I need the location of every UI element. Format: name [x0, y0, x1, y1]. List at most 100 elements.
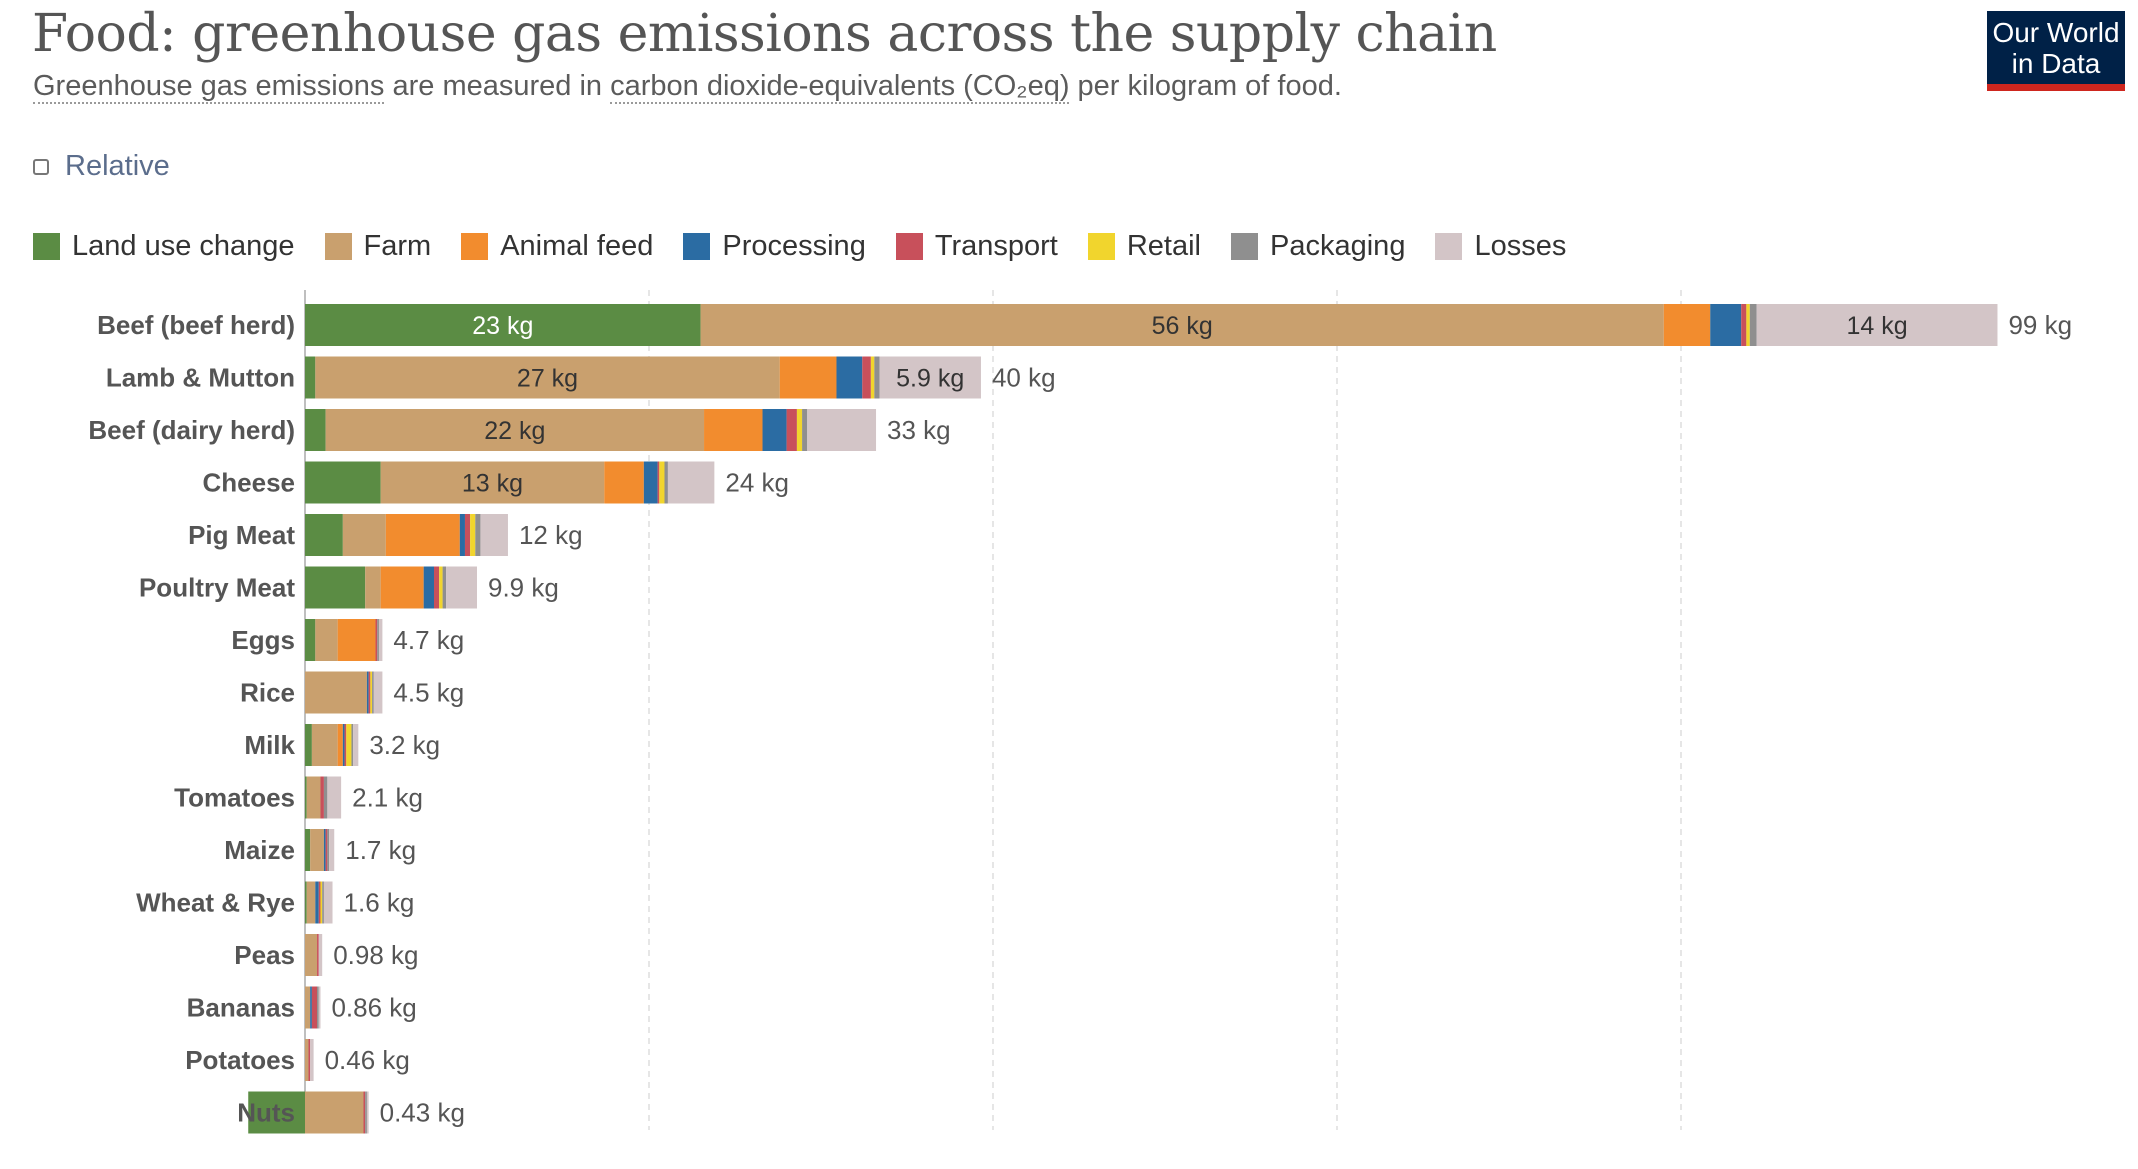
bar-milk-retail[interactable] [346, 724, 352, 766]
bar-beef-beef-herd-animal-feed[interactable] [1663, 304, 1711, 346]
bar-wheat-rye-losses[interactable] [323, 881, 333, 924]
legend-item-processing[interactable]: Processing [683, 230, 866, 263]
bar-maize-land-use-change[interactable] [305, 829, 311, 871]
bar-pig-meat-retail[interactable] [470, 514, 476, 556]
bar-poultry-meat-animal-feed[interactable] [380, 566, 424, 609]
bar-lamb-mutton-land-use-change[interactable] [305, 356, 316, 399]
bar-tomatoes-losses[interactable] [327, 776, 342, 819]
bar-rice-processing[interactable] [366, 671, 369, 714]
bar-milk-transport[interactable] [344, 724, 347, 766]
legend-item-packaging[interactable]: Packaging [1231, 230, 1405, 263]
bar-potatoes-transport[interactable] [308, 1039, 311, 1081]
bar-eggs-losses[interactable] [378, 619, 383, 661]
relative-checkbox[interactable] [33, 158, 49, 175]
bar-cheese-transport[interactable] [657, 461, 660, 504]
bar-beef-beef-herd-retail[interactable] [1746, 304, 1750, 346]
bar-poultry-meat-losses[interactable] [446, 566, 477, 609]
legend-item-land-use-change[interactable]: Land use change [33, 230, 295, 263]
bar-poultry-meat-transport[interactable] [434, 566, 440, 609]
bar-tomatoes-packaging[interactable] [323, 776, 328, 819]
bar-pig-meat-animal-feed[interactable] [385, 514, 460, 556]
bar-beef-beef-herd-losses[interactable] [1756, 304, 1998, 346]
bar-beef-beef-herd-farm[interactable] [700, 304, 1664, 346]
ghg-link[interactable]: Greenhouse gas emissions [33, 70, 385, 104]
bar-maize-losses[interactable] [329, 829, 335, 871]
bar-rice-farm[interactable] [305, 671, 367, 714]
bar-lamb-mutton-transport[interactable] [862, 356, 871, 399]
bar-milk-processing[interactable] [342, 724, 345, 766]
bar-tomatoes-land-use-change[interactable] [305, 776, 307, 819]
bar-rice-losses[interactable] [373, 671, 383, 714]
bar-nuts-losses[interactable] [366, 1091, 369, 1134]
bar-cheese-animal-feed[interactable] [604, 461, 644, 504]
bar-poultry-meat-retail[interactable] [439, 566, 443, 609]
bar-maize-packaging[interactable] [327, 829, 330, 871]
bar-nuts-packaging[interactable] [365, 1091, 367, 1134]
bar-bananas-farm[interactable] [305, 986, 311, 1029]
bar-eggs-land-use-change[interactable] [305, 619, 316, 661]
bar-beef-dairy-herd-retail[interactable] [796, 409, 803, 451]
relative-toggle[interactable]: Relative [33, 150, 170, 183]
bar-lamb-mutton-processing[interactable] [836, 356, 863, 399]
bar-pig-meat-processing[interactable] [459, 514, 465, 556]
bar-milk-animal-feed[interactable] [337, 724, 343, 766]
bar-beef-dairy-herd-land-use-change[interactable] [305, 409, 326, 451]
legend-item-transport[interactable]: Transport [895, 230, 1058, 263]
legend-item-animal-feed[interactable]: Animal feed [461, 230, 653, 263]
bar-rice-retail[interactable] [370, 671, 373, 714]
bar-beef-dairy-herd-farm[interactable] [325, 409, 705, 451]
bar-maize-processing[interactable] [323, 829, 326, 871]
bar-peas-losses[interactable] [318, 934, 323, 976]
bar-cheese-farm[interactable] [380, 461, 605, 504]
bar-beef-beef-herd-packaging[interactable] [1749, 304, 1757, 346]
bar-pig-meat-transport[interactable] [464, 514, 471, 556]
bar-beef-dairy-herd-processing[interactable] [762, 409, 787, 451]
bar-milk-farm[interactable] [311, 724, 338, 766]
bar-pig-meat-land-use-change[interactable] [305, 514, 343, 556]
bar-poultry-meat-packaging[interactable] [442, 566, 447, 609]
bar-wheat-rye-retail[interactable] [320, 881, 323, 924]
bar-beef-dairy-herd-losses[interactable] [807, 409, 877, 451]
bar-peas-farm[interactable] [305, 934, 318, 976]
bar-beef-dairy-herd-packaging[interactable] [802, 409, 808, 451]
bar-wheat-rye-land-use-change[interactable] [305, 881, 307, 924]
bar-lamb-mutton-animal-feed[interactable] [779, 356, 837, 399]
bar-bananas-transport[interactable] [311, 986, 318, 1029]
bar-beef-dairy-herd-animal-feed[interactable] [704, 409, 763, 451]
bar-milk-land-use-change[interactable] [305, 724, 312, 766]
bar-maize-transport[interactable] [325, 829, 328, 871]
bar-pig-meat-farm[interactable] [342, 514, 386, 556]
bar-lamb-mutton-farm[interactable] [315, 356, 780, 399]
bar-eggs-transport[interactable] [375, 619, 378, 661]
co2eq-link[interactable]: carbon dioxide-equivalents (CO₂eq) [610, 70, 1070, 104]
bar-potatoes-farm[interactable] [305, 1039, 309, 1081]
bar-eggs-animal-feed[interactable] [337, 619, 376, 661]
bar-poultry-meat-processing[interactable] [423, 566, 434, 609]
bar-poultry-meat-farm[interactable] [365, 566, 381, 609]
bar-beef-dairy-herd-transport[interactable] [786, 409, 797, 451]
bar-bananas-packaging[interactable] [317, 986, 319, 1029]
bar-beef-beef-herd-transport[interactable] [1741, 304, 1747, 346]
bar-lamb-mutton-packaging[interactable] [874, 356, 880, 399]
bar-eggs-farm[interactable] [315, 619, 338, 661]
bar-beef-beef-herd-processing[interactable] [1710, 304, 1742, 346]
bar-tomatoes-farm[interactable] [306, 776, 321, 819]
bar-milk-packaging[interactable] [351, 724, 354, 766]
bar-tomatoes-transport[interactable] [320, 776, 324, 819]
bar-beef-beef-herd-land-use-change[interactable] [305, 304, 701, 346]
bar-milk-losses[interactable] [353, 724, 359, 766]
bar-poultry-meat-land-use-change[interactable] [305, 566, 366, 609]
bar-rice-packaging[interactable] [372, 671, 374, 714]
bar-lamb-mutton-losses[interactable] [879, 356, 981, 399]
bar-wheat-rye-processing[interactable] [315, 881, 319, 924]
bar-rice-transport[interactable] [368, 671, 371, 714]
bar-wheat-rye-transport[interactable] [318, 881, 321, 924]
bar-pig-meat-losses[interactable] [480, 514, 508, 556]
bar-pig-meat-packaging[interactable] [475, 514, 481, 556]
bar-wheat-rye-farm[interactable] [306, 881, 316, 924]
bar-nuts-transport[interactable] [363, 1091, 366, 1134]
bar-cheese-processing[interactable] [643, 461, 658, 504]
bar-maize-farm[interactable] [310, 829, 324, 871]
bar-bananas-processing[interactable] [310, 986, 312, 1029]
bar-cheese-retail[interactable] [659, 461, 665, 504]
